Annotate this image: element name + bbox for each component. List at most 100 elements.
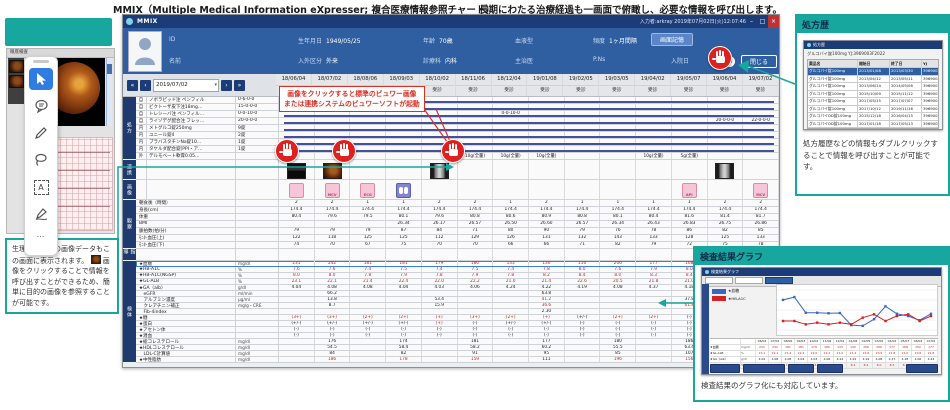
value-cell: 5g(全量) <box>672 153 708 159</box>
rx-history-row[interactable]: グルコバイ錠100mg2017/05/152017/07/073969003F2… <box>808 98 938 106</box>
fundus-image-thumbnail[interactable] <box>322 163 342 179</box>
graph-window-button[interactable] <box>710 364 740 373</box>
graph-window-button[interactable] <box>788 364 814 373</box>
value-cell: (-) <box>422 333 458 338</box>
value-cell: 4.06 <box>458 285 494 290</box>
api-icon[interactable]: API <box>681 183 697 198</box>
window-close-button[interactable]: 閉じる <box>741 55 778 68</box>
toolbar-field[interactable] <box>735 277 763 284</box>
date-column-header[interactable]: 18/12/04 受診 <box>491 74 528 96</box>
close-button[interactable]: × <box>768 15 779 28</box>
text-select-tool-icon[interactable]: A <box>29 176 53 198</box>
rx-row: 自ビクトーザ皮下注18mg… 15-0-0-0 <box>136 104 780 111</box>
mmix-window: MMIX 入力者:arkray 2019年07月02日(火)12:07:46 –… <box>122 14 780 368</box>
left-note-text-1: 生理検査などの画像データもこの画面に表示されます。 <box>12 245 110 265</box>
value-cell <box>636 118 672 124</box>
toolbar-drag-handle[interactable] <box>33 60 49 63</box>
screen-memory-button[interactable]: 画面記憶 <box>651 33 694 46</box>
hand-cursor-icon[interactable] <box>441 139 465 163</box>
fundus-thumbnail[interactable] <box>8 75 24 88</box>
value-cell <box>493 351 530 356</box>
value-cell: (-) <box>315 327 351 332</box>
value-cell: 74 <box>279 242 315 248</box>
lasso-tool-icon[interactable] <box>29 149 53 171</box>
graph-window-button[interactable] <box>906 364 938 373</box>
date-select[interactable]: 2019/07/02 ▾ <box>153 78 219 92</box>
value-cell <box>708 153 744 159</box>
rx-duration-bar <box>284 100 774 103</box>
date-column-header[interactable]: 19/05/07 受診 <box>671 74 708 96</box>
exam-icon[interactable] <box>396 183 412 198</box>
rx-history-row[interactable]: グルコバイ錠100mg2013/04/122013/05/113969003F2… <box>808 75 938 83</box>
dark-image-thumbnail[interactable] <box>286 163 306 179</box>
date-navigation: « ‹ 2019/07/02 ▾ › » <box>123 74 276 96</box>
rx-history-row[interactable]: グルコバイ錠100mg2017/10/122019/11/163969003F2… <box>808 105 938 113</box>
toolbar-field[interactable] <box>705 277 733 284</box>
rx-history-row[interactable]: グルコバイ錠100mg2013/01/082013/03/303969003F2… <box>808 68 938 76</box>
minimize-button[interactable]: – <box>750 18 753 25</box>
date-column-header[interactable]: 19/01/08 受診 <box>527 74 564 96</box>
xray-image-thumbnail[interactable] <box>429 163 449 179</box>
mcv-icon[interactable]: MCV <box>324 183 340 198</box>
rx-history-row[interactable]: グルコバイ錠100mg2013/06/142014/05/063969003F2… <box>808 83 938 91</box>
next-page-button[interactable]: › <box>221 79 232 91</box>
value-cell <box>279 111 315 117</box>
graph-window-button[interactable] <box>817 364 843 373</box>
fundus-thumbnail[interactable] <box>8 60 24 73</box>
exam-icon-row: MCV ECG API MCV <box>136 180 780 200</box>
value-cell <box>350 125 387 131</box>
cursor-tool-icon[interactable] <box>29 68 53 90</box>
rx-history-row[interactable]: グルコバイ錠100mg2015/10/092015/11/123969003F2… <box>808 90 938 98</box>
observation-row: BMI 26.34 26.17 26.57 26.50 26.60 26.57 26.34 26… <box>136 221 780 228</box>
date-column-header[interactable]: 18/11/06 受診 <box>455 74 492 96</box>
hand-cursor-icon[interactable] <box>332 139 356 163</box>
xray-image-thumbnail[interactable] <box>715 163 735 179</box>
value-cell: 174 <box>386 339 422 344</box>
value-cell: (-) <box>636 321 672 326</box>
mcv-icon[interactable]: MCV <box>753 183 769 198</box>
more-tools-icon[interactable]: … <box>36 230 46 239</box>
date-column-header[interactable]: 19/06/04 受診 <box>707 74 743 96</box>
date-column-header[interactable]: 18/10/02 受診 <box>419 74 456 96</box>
value-cell <box>708 125 744 131</box>
last-page-button[interactable]: » <box>234 79 245 91</box>
maximize-button[interactable]: □ <box>759 18 766 25</box>
value-cell <box>350 351 387 356</box>
date-column-header[interactable]: 19/02/05 受診 <box>563 74 600 96</box>
rx-history-row[interactable]: グルコバイOD錠100mg2017/01/182017/05/133969003… <box>808 120 938 128</box>
value-cell <box>458 297 494 302</box>
exam-icon[interactable] <box>288 183 304 198</box>
graph-window-button[interactable] <box>743 364 785 373</box>
lab-graph-panel: 検査結果グラフ 検査結果グラフ ★血糖 ★HB-A1C 06/04 07/02 08… <box>693 246 950 402</box>
ecg-icon[interactable]: ECG <box>360 183 376 198</box>
value-cell <box>529 139 565 145</box>
pencil-tool-icon[interactable] <box>29 122 53 144</box>
value-cell: 82 <box>708 228 744 234</box>
date-column-header[interactable]: 19/04/02 受診 <box>635 74 672 96</box>
value-cell: 8.2 <box>529 273 565 278</box>
value-cell: (3+) <box>279 315 315 320</box>
comment-tool-icon[interactable] <box>29 95 53 117</box>
value-cell: 70 <box>315 242 351 248</box>
value-cell: 66.2 <box>315 291 351 296</box>
value-cell: 41.2 <box>529 297 565 302</box>
hand-cursor-icon[interactable] <box>275 139 299 163</box>
rx-history-row[interactable]: グルコバイOD錠100mg2015/12/182016/04/153969003… <box>808 113 938 121</box>
value-cell <box>422 132 458 138</box>
value-cell <box>565 351 601 356</box>
first-page-button[interactable]: « <box>127 79 138 91</box>
date-column-header[interactable]: 19/03/05 受診 <box>599 74 636 96</box>
prev-page-button[interactable]: ‹ <box>140 79 151 91</box>
legend-label: ★HB-A1C <box>728 296 746 301</box>
signature-pen-tool-icon[interactable] <box>29 203 53 225</box>
toolbar-button[interactable] <box>765 277 793 284</box>
viewer-scrollbar[interactable] <box>106 58 112 126</box>
date-column-header[interactable]: 19/07/02 受診 <box>742 74 779 96</box>
value-cell <box>636 97 672 103</box>
scrollbar-knob[interactable] <box>107 64 112 74</box>
value-cell <box>672 146 708 152</box>
value-cell <box>708 139 744 145</box>
lab-graph-sidebar <box>702 284 709 374</box>
hand-cursor-icon[interactable] <box>708 46 732 70</box>
value-cell: 7.9 <box>636 267 672 272</box>
